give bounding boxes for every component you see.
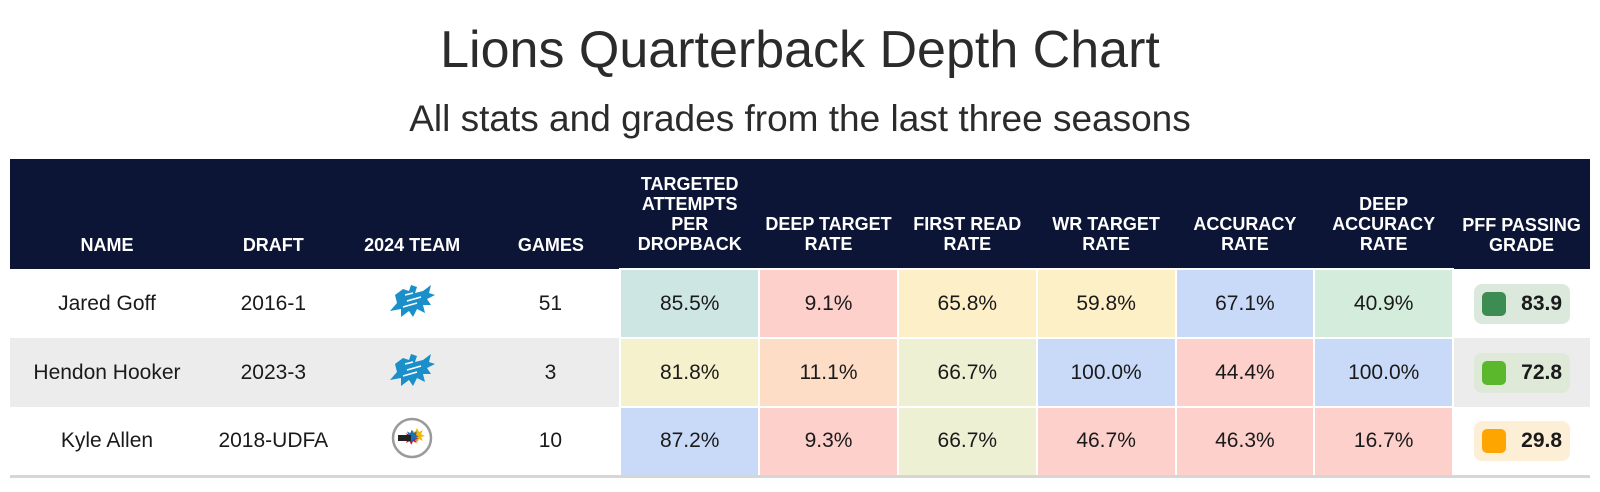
steelers-logo-icon — [391, 417, 433, 465]
col-header-name[interactable]: NAME — [80, 235, 134, 255]
draft-cell: 2018-UDFA — [218, 428, 329, 452]
col-header-pff-passing-grade[interactable]: PFF PASSING GRADE — [1462, 215, 1581, 255]
table-row: Jared Goff 2016-1 51 85.5% 9.1% 65.8% 59.8% 67.… — [10, 268, 1590, 339]
grade-value: 83.9 — [1521, 291, 1563, 315]
pff-grade-cell: 29.8 — [1453, 407, 1590, 476]
games-cell: 3 — [544, 360, 557, 384]
first-read-rate-cell: 66.7% — [896, 406, 1038, 477]
accuracy-rate-cell: 46.3% — [1174, 406, 1316, 477]
col-header-games[interactable]: GAMES — [517, 235, 584, 255]
player-name-cell: Jared Goff — [58, 291, 156, 315]
deep-accuracy-rate-cell: 16.7% — [1313, 406, 1455, 477]
chart-title: Lions Quarterback Depth Chart — [440, 21, 1160, 79]
col-header-first-read-rate[interactable]: FIRST READ RATE — [913, 214, 1022, 254]
table-row: Kyle Allen 2018-UDFA 10 87.2% 9.3% 66.7% 46.7%… — [10, 406, 1590, 477]
chart-subtitle: All stats and grades from the last three… — [409, 98, 1191, 139]
player-name-cell: Hendon Hooker — [33, 360, 181, 384]
pff-grade-cell: 83.9 — [1453, 269, 1590, 338]
deep-accuracy-rate-cell: 100.0% — [1313, 337, 1455, 408]
first-read-rate-cell: 66.7% — [896, 337, 1038, 408]
grade-badge: 83.9 — [1474, 283, 1571, 324]
pff-grade-cell: 72.8 — [1453, 338, 1590, 407]
deep-target-rate-cell: 9.1% — [758, 268, 899, 339]
targeted-attempts-cell: 81.8% — [619, 337, 761, 408]
team-cell — [343, 269, 482, 338]
grade-swatch — [1482, 291, 1507, 316]
draft-cell: 2016-1 — [240, 291, 307, 315]
team-cell — [343, 407, 482, 476]
depth-chart-table: NAME DRAFT 2024 TEAM GAMES TARGETED ATTE… — [10, 159, 1590, 478]
deep-target-rate-cell: 9.3% — [758, 406, 899, 477]
grade-value: 29.8 — [1521, 428, 1563, 452]
games-cell: 10 — [538, 428, 563, 452]
games-cell: 51 — [538, 291, 563, 315]
col-header-wr-target-rate[interactable]: WR TARGET RATE — [1052, 214, 1160, 254]
team-cell — [343, 338, 482, 407]
table-row: Hendon Hooker 2023-3 3 81.8% 11.1% 66.7% 100.0… — [10, 337, 1590, 408]
col-header-deep-target-rate[interactable]: DEEP TARGET RATE — [765, 214, 892, 254]
grade-badge: 72.8 — [1474, 352, 1571, 393]
accuracy-rate-cell: 67.1% — [1174, 268, 1316, 339]
deep-accuracy-rate-cell: 40.9% — [1313, 268, 1455, 339]
col-header-draft[interactable]: DRAFT — [242, 235, 304, 255]
targeted-attempts-cell: 87.2% — [619, 406, 761, 477]
targeted-attempts-cell: 85.5% — [619, 268, 761, 339]
grade-value: 72.8 — [1521, 360, 1563, 384]
lions-logo-icon — [387, 281, 437, 327]
col-header-accuracy-rate[interactable]: ACCURACY RATE — [1193, 214, 1297, 254]
wr-target-rate-cell: 46.7% — [1035, 406, 1177, 477]
lions-logo-icon — [387, 350, 437, 396]
col-header-targeted-attempts[interactable]: TARGETED ATTEMPTS PER DROPBACK — [637, 174, 742, 254]
accuracy-rate-cell: 44.4% — [1174, 337, 1316, 408]
deep-target-rate-cell: 11.1% — [758, 337, 899, 408]
grade-swatch — [1482, 428, 1507, 453]
col-header-team[interactable]: 2024 TEAM — [364, 235, 461, 255]
grade-swatch — [1482, 360, 1507, 385]
wr-target-rate-cell: 100.0% — [1035, 337, 1177, 408]
wr-target-rate-cell: 59.8% — [1035, 268, 1177, 339]
col-header-deep-accuracy-rate[interactable]: DEEP ACCURACY RATE — [1332, 194, 1436, 254]
first-read-rate-cell: 65.8% — [896, 268, 1038, 339]
grade-badge: 29.8 — [1474, 420, 1571, 461]
draft-cell: 2023-3 — [240, 360, 307, 384]
player-name-cell: Kyle Allen — [60, 428, 154, 452]
header-row: NAME DRAFT 2024 TEAM GAMES TARGETED ATTE… — [10, 159, 1590, 269]
